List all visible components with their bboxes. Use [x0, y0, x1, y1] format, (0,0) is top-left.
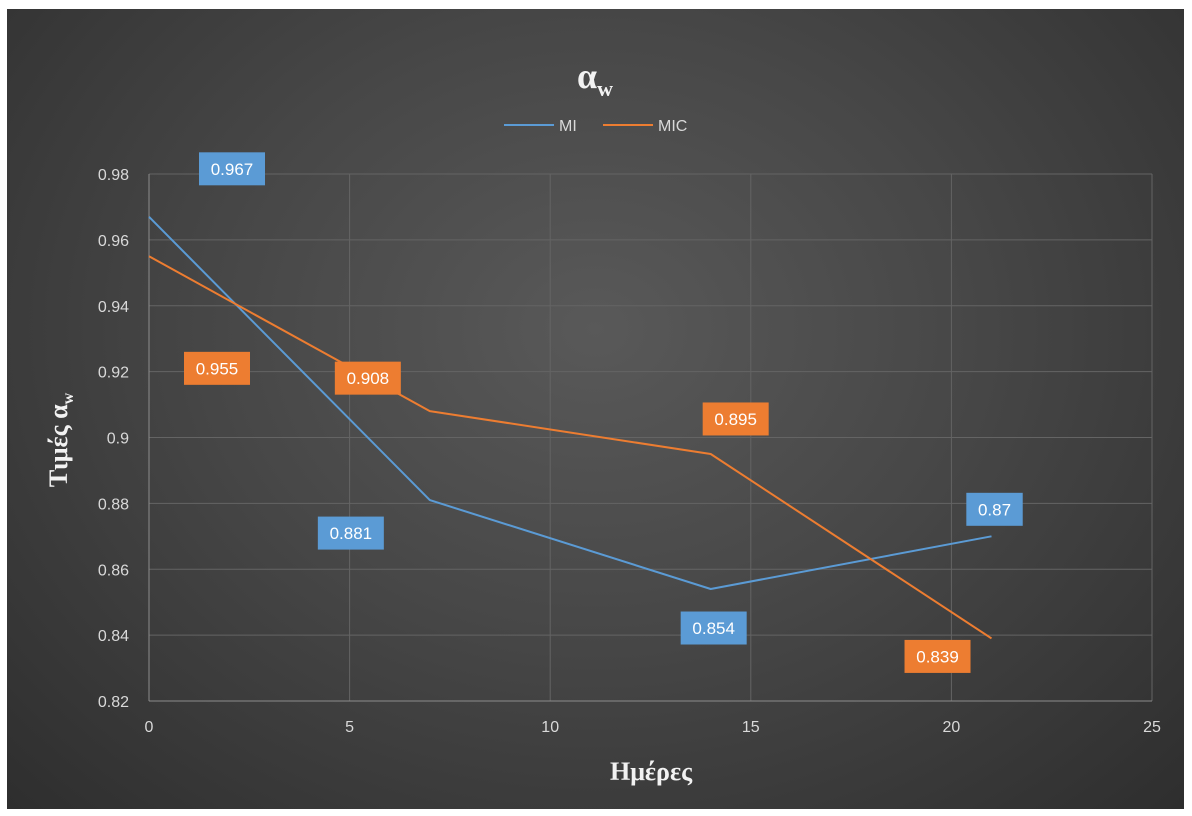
data-label-mic: 0.955 — [184, 351, 250, 385]
axes: 0.82 0.84 0.86 0.88 0.9 0.92 0.94 0.96 0.98 0 5 10 1… — [98, 167, 1161, 736]
y-tick-label: 0.88 — [98, 496, 129, 513]
series-line-mic — [148, 255, 993, 640]
data-label-mic: 0.895 — [702, 402, 769, 436]
chart-title: αw — [577, 56, 613, 101]
x-tick-label: 0 — [145, 719, 154, 736]
legend-label-mic: MIC — [658, 118, 687, 135]
data-label-value: 0.895 — [714, 410, 757, 429]
x-tick-label: 15 — [742, 719, 760, 736]
x-axis-title: Ημέρες — [610, 757, 693, 786]
data-label-box — [199, 152, 265, 186]
data-label-value: 0.87 — [978, 500, 1011, 519]
x-tick-label: 20 — [943, 719, 961, 736]
data-label-mic: 0.908 — [334, 361, 401, 395]
x-tick-label: 25 — [1143, 719, 1161, 736]
data-label-box — [702, 402, 769, 436]
y-tick-label: 0.98 — [98, 167, 129, 184]
data-label-value: 0.854 — [692, 619, 735, 638]
data-label-value: 0.881 — [330, 524, 373, 543]
data-label-value: 0.908 — [347, 369, 390, 388]
data-label-box — [966, 492, 1023, 526]
line-chart: 0.82 0.84 0.86 0.88 0.9 0.92 0.94 0.96 0.98 0 5 10 1… — [44, 56, 1161, 786]
x-tick-label: 10 — [541, 719, 559, 736]
data-label-box — [184, 351, 250, 385]
y-tick-label: 0.94 — [98, 299, 129, 316]
y-tick-label: 0.96 — [98, 233, 129, 250]
legend-label-mi: MI — [559, 118, 577, 135]
data-label-box — [334, 361, 401, 395]
y-tick-label: 0.9 — [107, 431, 129, 448]
chart-title-main: α — [577, 56, 597, 96]
chart-title-subscript: w — [597, 76, 613, 101]
gridlines — [149, 173, 1153, 702]
data-label-box — [680, 611, 747, 645]
series-line-mi — [148, 216, 992, 590]
y-tick-label: 0.86 — [98, 562, 129, 579]
data-label-value: 0.967 — [211, 160, 254, 179]
y-tick-label: 0.92 — [98, 365, 129, 382]
data-label-mi: 0.967 — [199, 152, 265, 186]
series-lines — [148, 216, 993, 640]
y-tick-label: 0.82 — [98, 694, 129, 711]
data-label-mi: 0.854 — [680, 611, 747, 645]
data-label-value: 0.839 — [916, 647, 959, 666]
y-axis-title-main: Τιμές α — [44, 404, 73, 487]
y-tick-label: 0.84 — [98, 628, 129, 645]
data-label-mic: 0.839 — [904, 639, 971, 673]
data-label-box — [904, 639, 971, 673]
chart-area: 0.82 0.84 0.86 0.88 0.9 0.92 0.94 0.96 0.98 0 5 10 1… — [7, 9, 1184, 809]
data-label-mi: 0.881 — [317, 516, 384, 550]
data-labels: 0.967 0.881 0.854 0.87 0.955 0.908 0.895 0.839 — [184, 152, 1023, 673]
y-axis-title: Τιμές αw — [44, 392, 77, 487]
x-tick-label: 5 — [345, 719, 354, 736]
svg-text:αw: αw — [577, 56, 613, 101]
data-label-mi: 0.87 — [966, 492, 1023, 526]
y-axis-title-subscript: w — [60, 392, 77, 404]
data-label-value: 0.955 — [196, 359, 239, 378]
legend: MI MIC — [504, 118, 687, 135]
data-label-box — [317, 516, 384, 550]
